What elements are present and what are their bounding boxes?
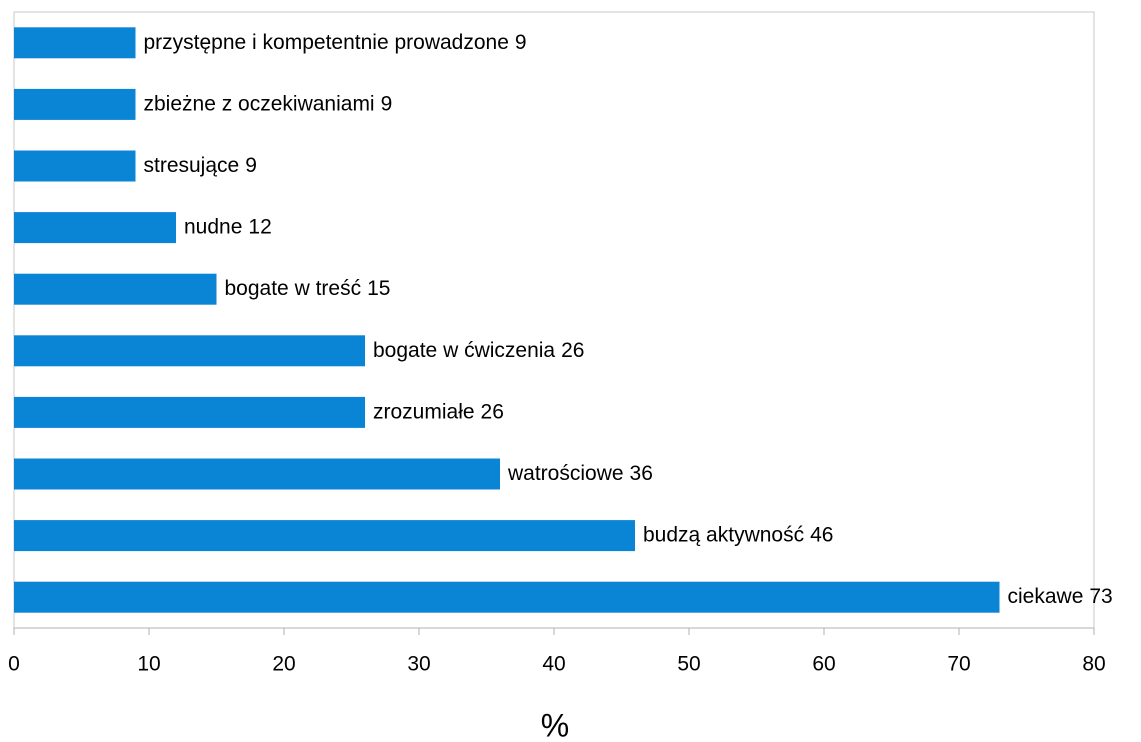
x-tick-label: 50 [677,653,700,676]
bar-label-category: przystępne i kompetentnie prowadzone [144,30,509,53]
bar-label-category: stresujące [144,154,240,177]
bar-label: nudne 12 [184,215,272,238]
bar-label-category: budzą aktywność [643,523,804,546]
bar-label-value: 73 [1089,585,1112,608]
bar-label-value: 12 [248,215,271,238]
x-tick-label: 10 [137,653,160,676]
bar [14,581,1000,613]
bar-label-category: zbieżne z oczekiwaniami [144,92,375,115]
bar-label: bogate w treść 15 [225,277,391,300]
x-tick-label: 0 [8,653,20,676]
bar-label: zbieżne z oczekiwaniami 9 [144,92,393,115]
bar [14,273,217,305]
bar-label: ciekawe 73 [1008,585,1113,608]
bar-label-value: 36 [630,462,653,485]
x-tick-label: 20 [272,653,295,676]
x-tick-label: 80 [1082,653,1105,676]
bar-label-category: bogate w treść [225,277,362,300]
bar-label-value: 46 [810,523,833,546]
bar-label-value: 15 [367,277,390,300]
bar-label: watrościowe 36 [507,462,653,485]
bar-label-value: 26 [561,338,584,361]
x-tick-label: 70 [947,653,970,676]
x-axis-label: % [541,707,569,742]
bar-label-value: 9 [245,154,257,177]
bar-label: zrozumiałe 26 [373,400,504,423]
bar [14,212,176,244]
bar-label-category: bogate w ćwiczenia [373,338,555,361]
bar [14,335,365,367]
bar-label: bogate w ćwiczenia 26 [373,338,584,361]
bar [14,88,136,120]
bar [14,27,136,59]
bar [14,458,500,490]
bar-label-category: watrościowe [507,462,624,485]
bar-label-value: 26 [481,400,504,423]
x-tick-label: 40 [542,653,565,676]
bar-label-value: 9 [515,30,527,53]
bar-label-category: ciekawe [1008,585,1084,608]
x-tick-label: 60 [812,653,835,676]
x-tick-label: 30 [407,653,430,676]
bar-label-value: 9 [381,92,393,115]
bar-label: przystępne i kompetentnie prowadzone 9 [144,30,527,53]
bar [14,520,635,552]
bar-label: budzą aktywność 46 [643,523,833,546]
bar [14,150,136,182]
bar [14,396,365,428]
bar-label-category: zrozumiałe [373,400,475,423]
bar-label-category: nudne [184,215,242,238]
bar-label: stresujące 9 [144,154,257,177]
